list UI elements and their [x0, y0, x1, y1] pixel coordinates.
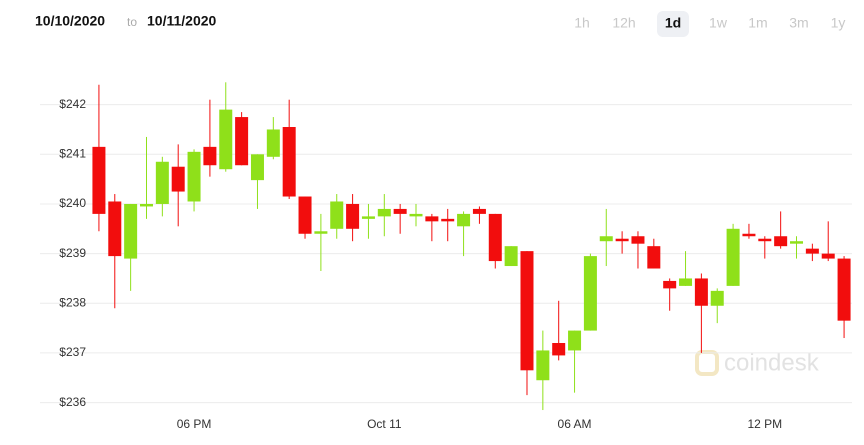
- candle-body: [139, 203, 153, 207]
- candle-body: [346, 203, 360, 229]
- date-separator: to: [127, 15, 137, 29]
- range-button-highlight: [657, 11, 689, 37]
- candle-body: [488, 213, 502, 262]
- range-button-label: 1h: [574, 15, 590, 31]
- candle-body: [710, 290, 724, 306]
- candle-body: [568, 330, 582, 351]
- x-tick-label: Oct 11: [367, 417, 402, 431]
- candle-body: [837, 258, 851, 321]
- candle-body: [536, 350, 550, 381]
- candle-body: [361, 216, 375, 219]
- watermark: coindesk: [695, 349, 820, 376]
- range-button[interactable]: 1m: [748, 15, 767, 31]
- candle-body: [187, 151, 201, 202]
- range-button[interactable]: 1h: [574, 15, 590, 31]
- candle-body: [314, 231, 328, 234]
- candle-body: [235, 117, 249, 166]
- candle-body: [472, 208, 486, 214]
- candle-body: [679, 278, 693, 286]
- range-button-label: 1d: [665, 15, 681, 31]
- watermark-logo: [695, 350, 719, 376]
- range-button[interactable]: 3m: [789, 15, 808, 31]
- candle-body: [774, 236, 788, 247]
- candle-body: [409, 213, 423, 217]
- candle-body: [282, 127, 296, 197]
- candle-body: [647, 246, 661, 269]
- y-tick-label: $238: [59, 295, 86, 309]
- range-button-label: 3m: [789, 15, 808, 31]
- x-tick-label: 12 PM: [747, 417, 782, 431]
- candle-body: [377, 208, 391, 217]
- candle-body: [552, 343, 566, 356]
- candle-body: [663, 280, 677, 289]
- candle-body: [726, 228, 740, 286]
- y-tick-label: $241: [59, 146, 86, 160]
- candle-body: [108, 201, 122, 257]
- candle-body: [250, 154, 264, 181]
- candle-body: [457, 213, 471, 227]
- candle-body: [124, 203, 138, 259]
- chart: $236 $237 $238 $239 $240 $241 $242 06 PM Oct 11 0…: [40, 82, 852, 431]
- x-tick-label: 06 PM: [177, 417, 212, 431]
- candle-body: [203, 146, 217, 166]
- candle-body: [441, 218, 455, 222]
- range-button-label: 1w: [709, 15, 728, 31]
- date-from: 10/10/2020: [35, 13, 105, 29]
- candle-body: [266, 129, 280, 157]
- candle-body: [520, 251, 534, 371]
- candle-body: [742, 233, 756, 237]
- y-tick-label: $237: [59, 345, 86, 359]
- candle-body: [790, 241, 804, 244]
- candle-body: [694, 278, 708, 306]
- candle-body: [583, 256, 597, 331]
- candle-body: [599, 236, 613, 242]
- watermark-text: coindesk: [724, 349, 820, 376]
- candle-body: [393, 208, 407, 214]
- range-button[interactable]: 1d: [657, 11, 689, 37]
- candle-body: [219, 109, 233, 170]
- range-button[interactable]: 12h: [612, 15, 635, 31]
- candle-body: [805, 248, 819, 254]
- candle-body: [631, 236, 645, 244]
- candle-body: [425, 216, 439, 222]
- y-tick-label: $240: [59, 196, 86, 210]
- range-button-label: 1m: [748, 15, 767, 31]
- candle-body: [298, 196, 312, 234]
- date-to: 10/11/2020: [147, 13, 217, 29]
- range-button[interactable]: 1w: [709, 15, 728, 31]
- range-button-label: 1y: [831, 15, 846, 31]
- candle-body: [330, 201, 344, 229]
- y-tick-label: $242: [59, 97, 86, 111]
- candle-body: [758, 238, 772, 242]
- range-buttons: 1h 12h 1d 1w 1m 3m 1y: [574, 11, 845, 37]
- y-tick-label: $239: [59, 246, 86, 260]
- range-button-label: 12h: [612, 15, 635, 31]
- candle-body: [92, 146, 106, 214]
- candle-body: [155, 161, 169, 204]
- y-tick-label: $236: [59, 395, 86, 409]
- candle-body: [615, 238, 629, 242]
- x-tick-label: 06 AM: [558, 417, 592, 431]
- candle-body: [504, 246, 518, 267]
- range-button[interactable]: 1y: [831, 15, 846, 31]
- candle-body: [821, 253, 835, 259]
- candle-body: [171, 166, 185, 192]
